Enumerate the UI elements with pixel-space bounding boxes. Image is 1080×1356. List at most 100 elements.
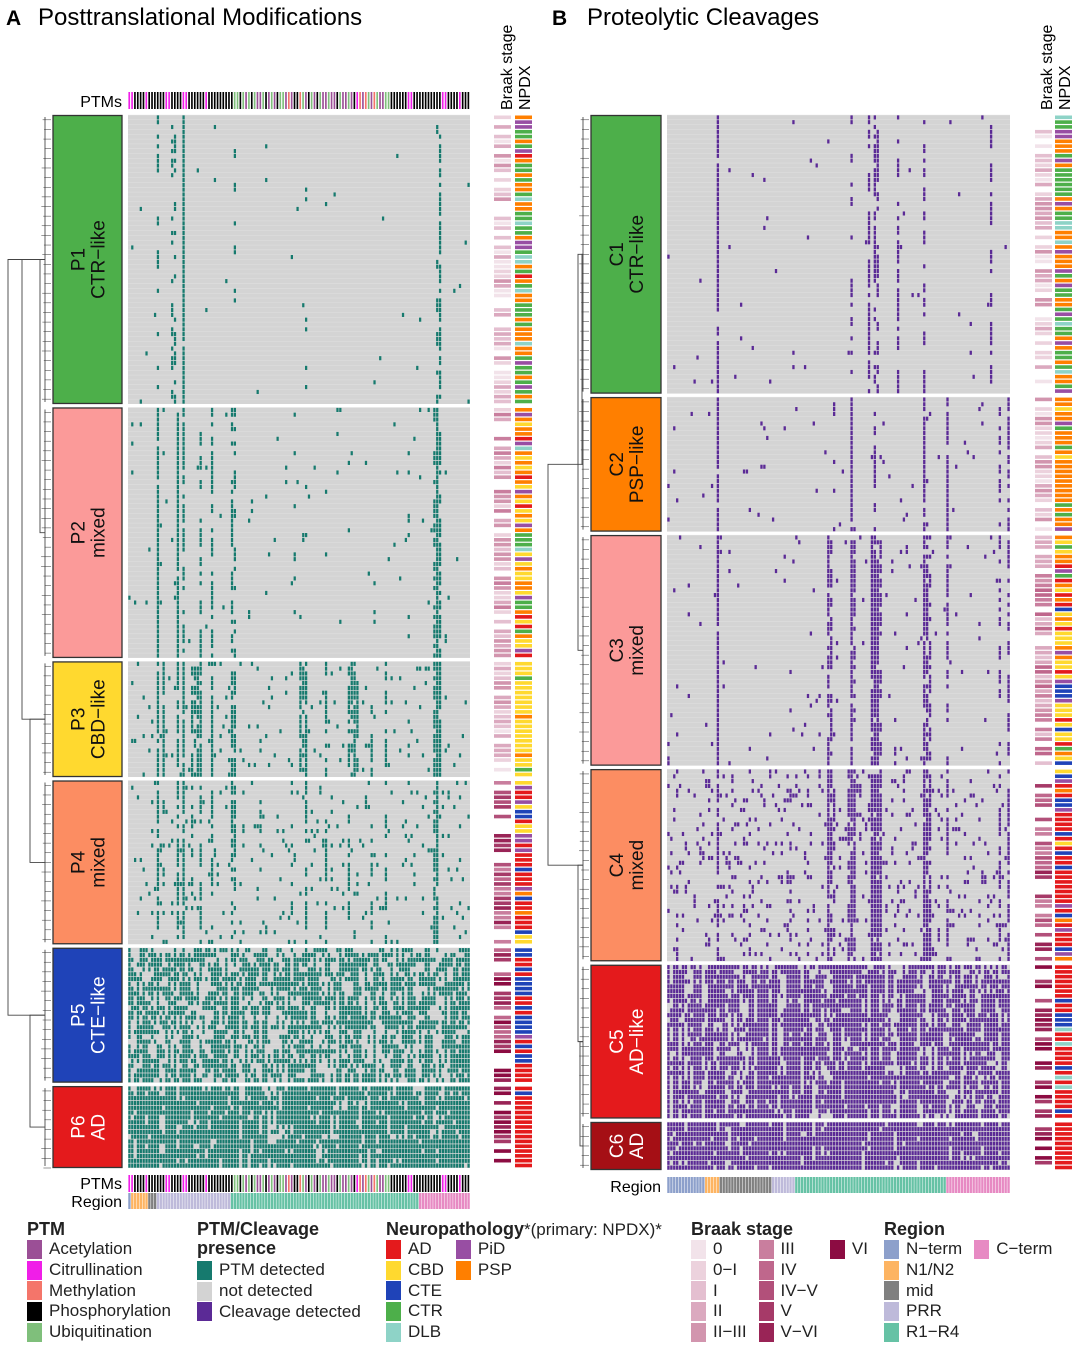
heatmap-cell-detected [233,1078,236,1083]
heatmap-cell-detected [191,671,194,676]
heatmap-cell-detected [242,1105,245,1110]
heatmap-cell-detected [165,1091,168,1096]
heatmap-cell-detected [176,614,179,620]
heatmap-cell-detected [256,1049,259,1054]
heatmap-cell-detected [461,1078,464,1083]
heatmap-cell-detected [324,1034,328,1039]
heatmap-cell-detected [199,767,202,772]
heatmap-cell-detected [262,1068,265,1073]
heatmap-cell-detected [296,1091,299,1096]
heatmap-cell-detected [461,1068,464,1073]
heatmap-cell-detected [228,1091,231,1096]
braak-annotation [494,629,511,634]
heatmap-cell-detected [148,1100,151,1106]
heatmap-cell-detected [162,872,165,877]
heatmap-cell-detected [453,1001,456,1006]
heatmap-cell-detected [182,542,185,547]
heatmap-cell-detected [427,1049,430,1054]
heatmap-cell-detected [342,1029,345,1035]
heatmap-cell-detected [182,385,185,390]
heatmap-cell-detected [421,957,425,962]
heatmap-cell-detected [421,910,425,916]
heatmap-cell-detected [450,952,453,958]
heatmap-cell-detected [210,767,214,772]
heatmap-cell-detected [134,1105,137,1110]
heatmap-cell-detected [305,714,308,719]
heatmap-cell-detected [401,976,405,982]
heatmap-cell-detected [213,1029,217,1035]
heatmap-cell-detected [210,441,214,446]
heatmap-cell-detected [299,666,302,671]
heatmap-cell-detected [427,967,430,972]
heatmap-cell-detected [456,976,459,982]
heatmap-cell-detected [438,446,442,451]
heatmap-cell-detected [333,1096,336,1101]
heatmap-cell-detected [353,685,356,691]
heatmap-cell-detected [156,250,160,255]
cluster-id: P5 [69,1004,90,1027]
braak-annotation [494,412,511,417]
npdx-annotation [515,785,532,790]
heatmap-cell-detected [342,1010,345,1015]
heatmap-cell-detected [333,1063,336,1068]
heatmap-cell-detected [322,981,325,986]
heatmap-cell-detected [282,1001,285,1006]
heatmap-cell-detected [253,962,256,967]
heatmap-cell-detected [356,1063,359,1068]
heatmap-cell-detected [182,360,185,366]
heatmap-cell-detected [347,967,350,972]
heatmap-cell-detected [401,962,405,967]
heatmap-cell-detected [342,962,345,967]
heatmap-cell-detected [165,809,168,814]
heatmap-cell-detected [344,948,348,953]
heatmap-cell-detected [376,896,379,901]
heatmap-cell-detected [290,1086,293,1091]
heatmap-cell-detected [427,991,430,996]
heatmap-cell-detected [176,891,179,896]
heatmap-cell-detected [202,1025,205,1030]
heatmap-cell-detected [253,1068,256,1073]
heatmap-cell-detected [210,595,214,600]
heatmap-cell-detected [316,1078,319,1083]
heatmap-cell-detected [407,1010,410,1015]
heatmap-cell-detected [436,638,439,644]
heatmap-cell-detected [453,762,456,768]
heatmap-cell-detected [193,972,197,977]
heatmap-cell-detected [208,1063,211,1068]
braak-annotation [494,566,511,571]
heatmap-cell-detected [248,991,251,996]
cluster-box-P3 [52,661,123,778]
heatmap-cell-detected [404,819,407,824]
heatmap-cell-detected [213,1058,217,1064]
heatmap-cell-detected [153,312,157,317]
heatmap-cell-detected [136,1091,140,1096]
heatmap-cell-detected [362,1086,365,1091]
heatmap-cell-detected [142,1054,145,1059]
heatmap-cell-detected [464,1001,467,1006]
heatmap-cell-detected [353,967,356,972]
heatmap-cell-detected [410,996,413,1001]
npdx-annotation [515,370,532,375]
heatmap-cell-detected [285,957,288,962]
heatmap-cell-detected [327,962,331,967]
heatmap-cell-detected [131,1096,134,1101]
heatmap-cell-detected [188,952,191,958]
heatmap-cell-detected [219,661,222,666]
heatmap-cell-detected [410,948,413,953]
heatmap-cell-detected [450,1039,453,1044]
heatmap-cell-detected [253,824,256,829]
heatmap-cell-detected [416,790,419,795]
heatmap-cell-detected [347,1034,350,1039]
heatmap-cell-detected [396,939,399,944]
braak-annotation [494,800,511,804]
heatmap-cell-detected [333,981,336,986]
heatmap-cell-detected [156,767,160,772]
heatmap-cell-detected [336,431,339,437]
heatmap-cell-detected [396,1068,399,1073]
heatmap-cell-detected [188,1068,191,1073]
heatmap-cell-detected [210,600,214,605]
heatmap-cell-detected [128,1100,131,1106]
heatmap-cell-detected [464,967,467,972]
heatmap-cell-detected [176,780,179,786]
heatmap-cell-detected [176,790,179,795]
